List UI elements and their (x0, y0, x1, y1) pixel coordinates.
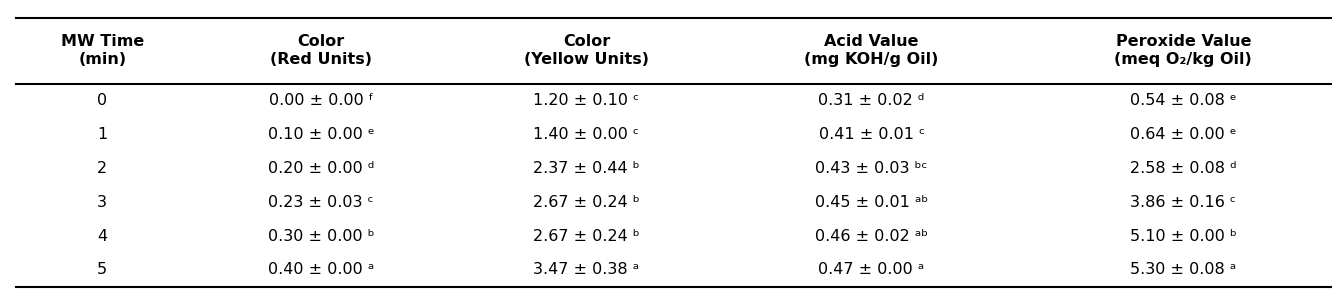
Text: 2.67 ± 0.24 ᵇ: 2.67 ± 0.24 ᵇ (533, 229, 639, 244)
Text: Acid Value
(mg KOH/g Oil): Acid Value (mg KOH/g Oil) (805, 34, 939, 67)
Text: 0.47 ± 0.00 ᵃ: 0.47 ± 0.00 ᵃ (818, 262, 924, 278)
Text: 4: 4 (97, 229, 108, 244)
Text: 0.45 ± 0.01 ᵃᵇ: 0.45 ± 0.01 ᵃᵇ (815, 195, 928, 210)
Text: 0.40 ± 0.00 ᵃ: 0.40 ± 0.00 ᵃ (268, 262, 374, 278)
Text: 0.00 ± 0.00 ᶠ: 0.00 ± 0.00 ᶠ (269, 93, 373, 108)
Text: 3.47 ± 0.38 ᵃ: 3.47 ± 0.38 ᵃ (533, 262, 639, 278)
Text: 3.86 ± 0.16 ᶜ: 3.86 ± 0.16 ᶜ (1131, 195, 1236, 210)
Text: 2.37 ± 0.44 ᵇ: 2.37 ± 0.44 ᵇ (533, 161, 639, 176)
Text: 0.20 ± 0.00 ᵈ: 0.20 ± 0.00 ᵈ (268, 161, 374, 176)
Text: Color
(Red Units): Color (Red Units) (270, 34, 372, 67)
Text: Color
(Yellow Units): Color (Yellow Units) (523, 34, 649, 67)
Text: Peroxide Value
(meq O₂/kg Oil): Peroxide Value (meq O₂/kg Oil) (1115, 34, 1252, 67)
Text: 1.40 ± 0.00 ᶜ: 1.40 ± 0.00 ᶜ (534, 127, 639, 142)
Text: 2: 2 (97, 161, 108, 176)
Text: 0.43 ± 0.03 ᵇᶜ: 0.43 ± 0.03 ᵇᶜ (815, 161, 928, 176)
Text: 0.10 ± 0.00 ᵉ: 0.10 ± 0.00 ᵉ (268, 127, 374, 142)
Text: 5.30 ± 0.08 ᵃ: 5.30 ± 0.08 ᵃ (1130, 262, 1236, 278)
Text: 0.64 ± 0.00 ᵉ: 0.64 ± 0.00 ᵉ (1130, 127, 1236, 142)
Text: 0: 0 (97, 93, 108, 108)
Text: 5.10 ± 0.00 ᵇ: 5.10 ± 0.00 ᵇ (1130, 229, 1236, 244)
Text: 0.23 ± 0.03 ᶜ: 0.23 ± 0.03 ᶜ (268, 195, 374, 210)
Text: 1: 1 (97, 127, 108, 142)
Text: 5: 5 (97, 262, 108, 278)
Text: 0.31 ± 0.02 ᵈ: 0.31 ± 0.02 ᵈ (818, 93, 924, 108)
Text: 2.67 ± 0.24 ᵇ: 2.67 ± 0.24 ᵇ (533, 195, 639, 210)
Text: 1.20 ± 0.10 ᶜ: 1.20 ± 0.10 ᶜ (533, 93, 639, 108)
Text: 3: 3 (97, 195, 108, 210)
Text: 0.30 ± 0.00 ᵇ: 0.30 ± 0.00 ᵇ (268, 229, 374, 244)
Text: MW Time
(min): MW Time (min) (61, 34, 144, 67)
Text: 0.54 ± 0.08 ᵉ: 0.54 ± 0.08 ᵉ (1130, 93, 1236, 108)
Text: 2.58 ± 0.08 ᵈ: 2.58 ± 0.08 ᵈ (1130, 161, 1236, 176)
Text: 0.41 ± 0.01 ᶜ: 0.41 ± 0.01 ᶜ (819, 127, 924, 142)
Text: 0.46 ± 0.02 ᵃᵇ: 0.46 ± 0.02 ᵃᵇ (815, 229, 928, 244)
